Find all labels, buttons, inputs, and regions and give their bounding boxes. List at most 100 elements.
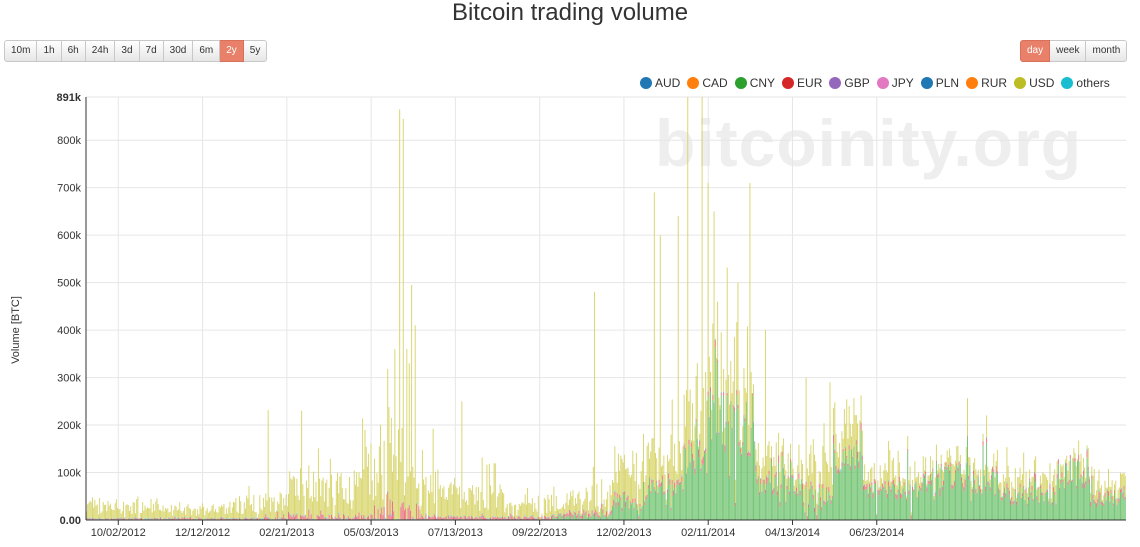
legend-item-usd[interactable]: USD bbox=[1014, 76, 1054, 90]
bar-segment-usd bbox=[173, 510, 175, 519]
bar-segment-cny bbox=[1026, 505, 1028, 520]
timespan-button-10m[interactable]: 10m bbox=[4, 40, 38, 62]
timespan-button-30d[interactable]: 30d bbox=[163, 40, 194, 62]
bar-segment-eur bbox=[393, 511, 395, 520]
bar-segment-eur bbox=[828, 486, 830, 493]
bar-segment-cny bbox=[635, 504, 637, 520]
bar-segment-cny bbox=[1086, 457, 1088, 520]
y-tick-label: 100k bbox=[57, 468, 81, 480]
bar-segment-others bbox=[1088, 478, 1090, 480]
bar-segment-others bbox=[449, 517, 451, 519]
bar-segment-usd bbox=[1096, 490, 1098, 504]
bar-segment-usd bbox=[473, 494, 475, 519]
bar-segment-usd bbox=[1100, 485, 1102, 502]
timespan-button-6m[interactable]: 6m bbox=[193, 40, 221, 62]
bar-segment-eur bbox=[725, 421, 727, 425]
bar-segment-usd bbox=[274, 512, 276, 518]
bar-segment-eur bbox=[632, 498, 634, 504]
bar-segment-cny bbox=[819, 500, 821, 520]
timespan-button-24h[interactable]: 24h bbox=[85, 40, 116, 62]
bar-segment-cny bbox=[622, 493, 624, 520]
bar-segment-others bbox=[375, 517, 377, 520]
bar-segment-usd bbox=[368, 453, 370, 516]
bar-segment-cny bbox=[1016, 504, 1017, 520]
legend-item-others[interactable]: others bbox=[1061, 76, 1110, 90]
bar-segment-others bbox=[261, 518, 263, 520]
timespan-button-3d[interactable]: 3d bbox=[115, 40, 140, 62]
bar-segment-eur bbox=[259, 518, 261, 520]
bar-segment-cny bbox=[976, 493, 978, 520]
bar-segment-usd bbox=[113, 509, 115, 518]
bar-segment-eur bbox=[546, 518, 548, 520]
bar-segment-others bbox=[164, 518, 166, 520]
bar-segment-eur bbox=[463, 515, 465, 520]
bar-segment-cny bbox=[882, 487, 884, 520]
bar-segment-usd bbox=[567, 504, 569, 515]
bar-segment-eur bbox=[978, 485, 980, 490]
bar-segment-cny bbox=[770, 460, 772, 520]
bar-segment-eur bbox=[455, 517, 457, 520]
bar-segment-eur bbox=[415, 503, 417, 520]
bar-segment-eur bbox=[993, 470, 995, 472]
bar-segment-eur bbox=[854, 465, 856, 469]
bar-segment-usd bbox=[938, 463, 940, 473]
bar-segment-cny bbox=[751, 395, 753, 520]
timespan-button-5y[interactable]: 5y bbox=[243, 40, 268, 62]
bar-segment-eur bbox=[791, 475, 793, 477]
bar-segment-eur bbox=[117, 518, 119, 520]
legend-item-cny[interactable]: CNY bbox=[734, 76, 775, 90]
bar-segment-others bbox=[524, 515, 526, 517]
bar-segment-others bbox=[262, 518, 264, 520]
bar-segment-eur bbox=[338, 514, 340, 520]
bar-segment-eur bbox=[317, 515, 319, 520]
legend-item-aud[interactable]: AUD bbox=[640, 76, 680, 90]
bar-segment-others bbox=[662, 475, 664, 476]
legend-item-rur[interactable]: RUR bbox=[966, 76, 1007, 90]
bar-segment-usd bbox=[798, 444, 800, 473]
bar-segment-eur bbox=[1079, 479, 1081, 480]
bar-segment-usd bbox=[713, 211, 715, 403]
bar-segment-usd bbox=[480, 492, 482, 517]
resolution-button-day[interactable]: day bbox=[1020, 40, 1051, 62]
bar-segment-usd bbox=[119, 508, 121, 518]
legend-item-gbp[interactable]: GBP bbox=[829, 76, 870, 90]
timespan-button-2y[interactable]: 2y bbox=[220, 40, 244, 62]
legend-item-jpy[interactable]: JPY bbox=[876, 76, 914, 90]
bar-segment-others bbox=[87, 517, 89, 519]
bar-segment-eur bbox=[131, 518, 133, 520]
bar-segment-usd bbox=[1018, 476, 1020, 492]
bar-segment-usd bbox=[157, 504, 159, 518]
resolution-button-month[interactable]: month bbox=[1086, 40, 1128, 62]
bar-segment-cny bbox=[990, 478, 992, 520]
bar-segment-eur bbox=[772, 490, 774, 495]
bar-segment-eur bbox=[866, 483, 868, 489]
legend-item-pln[interactable]: PLN bbox=[920, 76, 959, 90]
bar-segment-eur bbox=[694, 468, 696, 474]
x-tick-label: 09/22/2013 bbox=[512, 527, 567, 539]
bar-segment-cny bbox=[799, 495, 801, 520]
bar-segment-usd bbox=[690, 440, 692, 443]
bar-segment-cny bbox=[866, 488, 868, 520]
bar-segment-usd bbox=[717, 301, 719, 360]
bar-segment-eur bbox=[1085, 480, 1087, 485]
bar-segment-eur bbox=[470, 516, 472, 520]
bar-segment-others bbox=[429, 515, 431, 517]
bar-segment-usd bbox=[827, 464, 829, 501]
resolution-button-week[interactable]: week bbox=[1050, 40, 1087, 62]
timespan-button-7d[interactable]: 7d bbox=[139, 40, 164, 62]
bar-segment-eur bbox=[172, 518, 174, 520]
bar-segment-eur bbox=[1118, 498, 1120, 501]
bar-segment-cny bbox=[986, 443, 988, 520]
timespan-button-6h[interactable]: 6h bbox=[61, 40, 86, 62]
timespan-button-1h[interactable]: 1h bbox=[37, 40, 62, 62]
bar-segment-usd bbox=[816, 503, 818, 515]
bar-segment-cny bbox=[825, 488, 827, 520]
bar-segment-usd bbox=[908, 480, 910, 491]
legend-item-cad[interactable]: CAD bbox=[687, 76, 728, 90]
bar-segment-eur bbox=[839, 471, 841, 472]
bar-segment-cny bbox=[692, 458, 694, 520]
bar-segment-eur bbox=[908, 490, 910, 495]
bar-segment-eur bbox=[754, 442, 756, 444]
bar-segment-cny bbox=[696, 439, 698, 520]
legend-item-eur[interactable]: EUR bbox=[782, 76, 822, 90]
